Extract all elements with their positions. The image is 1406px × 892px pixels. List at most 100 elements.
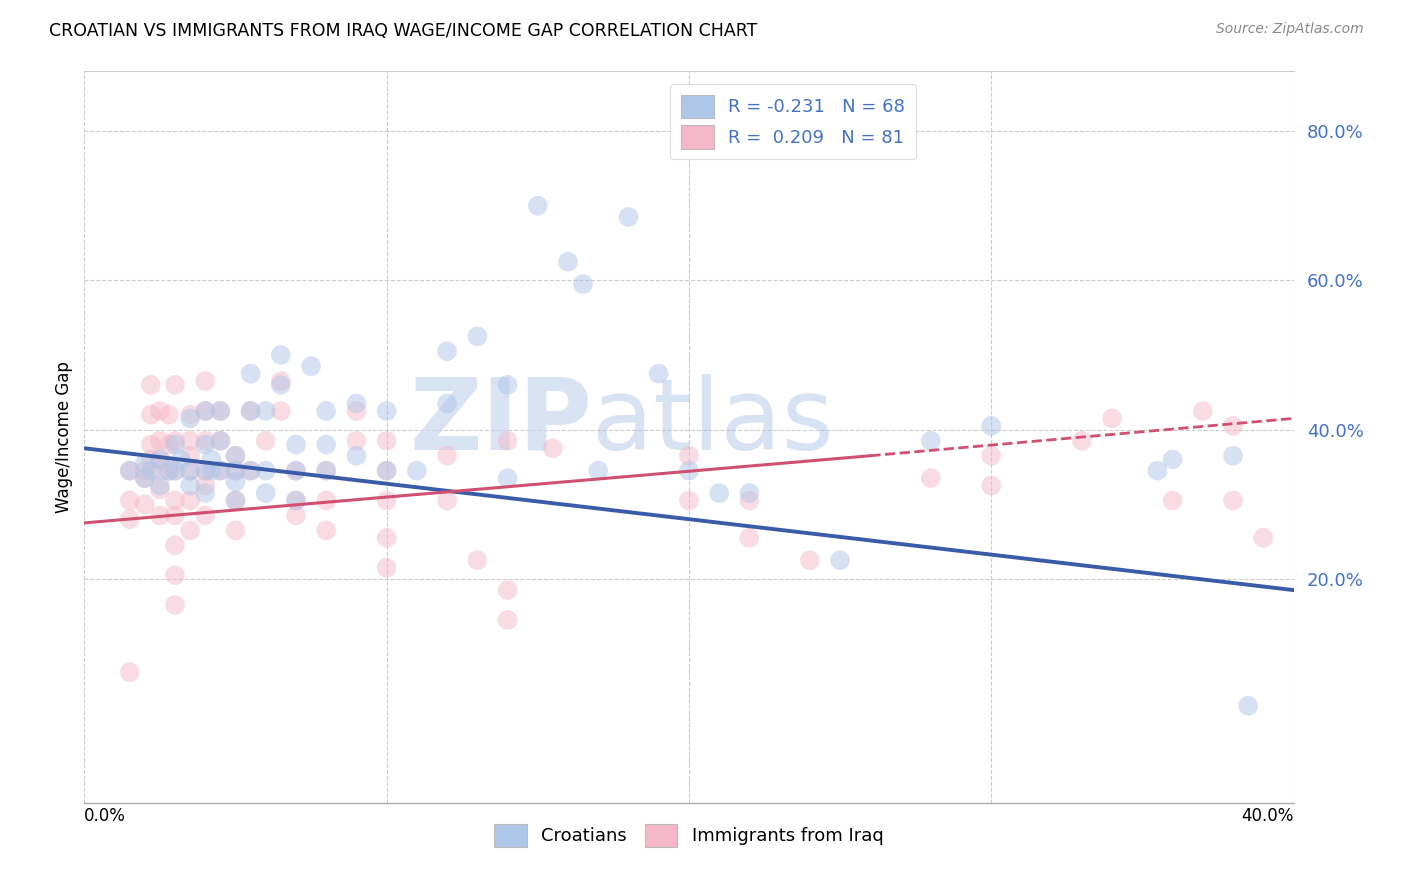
Legend: Croatians, Immigrants from Iraq: Croatians, Immigrants from Iraq [485, 814, 893, 856]
Point [118, 464, 141, 478]
Point [225, 449, 247, 463]
Point [527, 199, 550, 213]
Point [149, 478, 172, 492]
Point [285, 508, 308, 523]
Point [194, 437, 217, 451]
Point [209, 404, 232, 418]
Point [254, 464, 277, 478]
Point [406, 464, 429, 478]
Point [179, 478, 201, 492]
Point [139, 464, 162, 478]
Point [738, 486, 761, 500]
Point [200, 464, 222, 478]
Point [179, 408, 201, 422]
Point [149, 508, 172, 523]
Point [225, 524, 247, 538]
Point [209, 404, 232, 418]
Point [194, 478, 217, 492]
Point [194, 486, 217, 500]
Text: ZIP: ZIP [409, 374, 592, 471]
Point [149, 434, 172, 448]
Point [496, 583, 519, 598]
Point [157, 437, 180, 451]
Point [179, 524, 201, 538]
Point [315, 404, 337, 418]
Point [165, 538, 187, 552]
Point [139, 377, 162, 392]
Point [541, 442, 564, 456]
Point [1192, 404, 1215, 418]
Point [179, 493, 201, 508]
Point [225, 493, 247, 508]
Point [165, 377, 187, 392]
Point [285, 437, 308, 451]
Point [200, 452, 222, 467]
Point [149, 464, 172, 478]
Point [165, 464, 187, 478]
Point [194, 404, 217, 418]
Point [165, 598, 187, 612]
Point [299, 359, 322, 374]
Point [799, 553, 821, 567]
Point [134, 471, 156, 485]
Point [467, 553, 489, 567]
Point [194, 508, 217, 523]
Point [134, 456, 156, 470]
Text: atlas: atlas [592, 374, 834, 471]
Point [496, 377, 519, 392]
Point [1222, 493, 1244, 508]
Point [588, 464, 610, 478]
Point [315, 493, 337, 508]
Point [285, 464, 308, 478]
Point [436, 449, 458, 463]
Point [225, 493, 247, 508]
Point [709, 486, 731, 500]
Point [149, 483, 172, 497]
Point [678, 493, 700, 508]
Point [315, 464, 337, 478]
Point [254, 404, 277, 418]
Point [270, 377, 292, 392]
Point [254, 434, 277, 448]
Point [346, 434, 368, 448]
Point [980, 478, 1002, 492]
Point [572, 277, 595, 291]
Point [830, 553, 852, 567]
Point [254, 486, 277, 500]
Point [239, 464, 262, 478]
Text: CROATIAN VS IMMIGRANTS FROM IRAQ WAGE/INCOME GAP CORRELATION CHART: CROATIAN VS IMMIGRANTS FROM IRAQ WAGE/IN… [49, 22, 758, 40]
Text: 0.0%: 0.0% [84, 806, 127, 824]
Point [557, 254, 579, 268]
Point [346, 404, 368, 418]
Point [346, 396, 368, 410]
Point [209, 434, 232, 448]
Point [239, 464, 262, 478]
Point [436, 493, 458, 508]
Point [436, 396, 458, 410]
Point [165, 508, 187, 523]
Point [179, 411, 201, 425]
Point [375, 464, 398, 478]
Point [496, 471, 519, 485]
Point [285, 493, 308, 508]
Point [375, 404, 398, 418]
Point [738, 493, 761, 508]
Point [1101, 411, 1123, 425]
Point [134, 471, 156, 485]
Point [315, 464, 337, 478]
Point [239, 404, 262, 418]
Point [920, 434, 942, 448]
Point [1222, 449, 1244, 463]
Point [139, 408, 162, 422]
Point [1237, 698, 1260, 713]
Point [738, 531, 761, 545]
Point [1161, 493, 1184, 508]
Point [678, 449, 700, 463]
Point [270, 404, 292, 418]
Point [139, 452, 162, 467]
Point [239, 404, 262, 418]
Point [346, 449, 368, 463]
Point [165, 493, 187, 508]
Point [648, 367, 671, 381]
Point [1161, 452, 1184, 467]
